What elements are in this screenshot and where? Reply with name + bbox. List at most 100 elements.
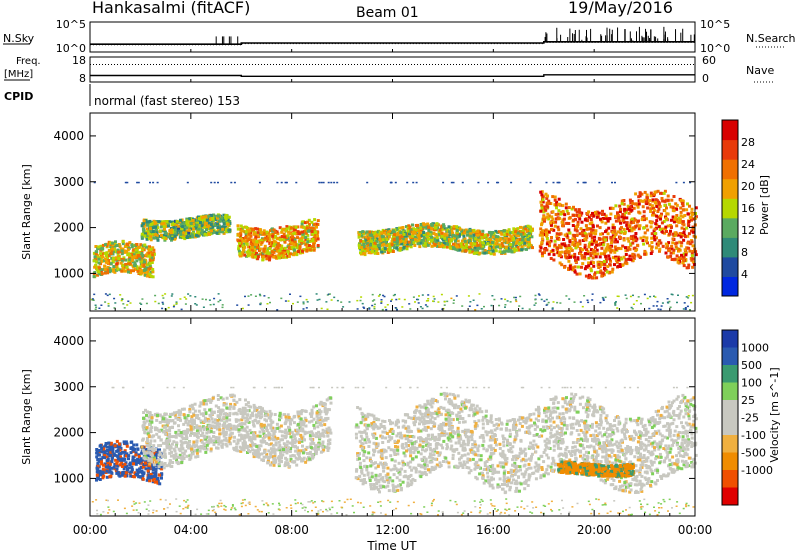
- range-cell: [614, 214, 618, 218]
- range-cell: [630, 306, 633, 309]
- range-cell: [561, 242, 565, 246]
- range-cell: [463, 231, 467, 235]
- range-cell: [155, 223, 159, 227]
- power-colorbar-tick: 24: [741, 158, 755, 171]
- range-cell: [417, 242, 421, 246]
- range-cell: [170, 435, 174, 439]
- range-cell: [617, 295, 620, 298]
- range-cell: [264, 254, 268, 258]
- range-cell: [579, 249, 583, 253]
- range-cell: [624, 294, 627, 296]
- range-cell: [586, 212, 589, 216]
- range-cell: [112, 267, 116, 271]
- range-cell: [267, 236, 271, 240]
- range-cell: [426, 243, 430, 247]
- range-cell: [434, 226, 438, 229]
- range-cell: [172, 221, 176, 225]
- range-cell: [151, 270, 155, 274]
- range-cell: [591, 214, 595, 218]
- range-cell: [620, 199, 624, 203]
- range-cell: [238, 241, 241, 245]
- range-cell: [100, 304, 103, 306]
- range-cell: [611, 223, 615, 227]
- range-cell: [131, 250, 135, 254]
- range-cell: [455, 229, 459, 233]
- range-cell: [604, 257, 608, 261]
- range-cell: [528, 234, 531, 238]
- range-cell: [574, 217, 578, 221]
- range-cell: [666, 298, 669, 300]
- range-cell: [152, 248, 156, 252]
- range-cell: [249, 248, 253, 252]
- range-cell: [356, 308, 359, 310]
- range-cell: [669, 205, 673, 209]
- range-cell: [186, 181, 189, 184]
- range-cell: [244, 295, 246, 298]
- range-cell: [99, 472, 103, 476]
- range-cell: [301, 249, 304, 253]
- range-cell: [690, 240, 694, 244]
- range-cell: [423, 240, 427, 244]
- range-cell: [177, 226, 181, 230]
- range-cell: [194, 233, 198, 237]
- range-cell: [652, 236, 656, 240]
- range-cell: [118, 458, 122, 462]
- range-cell: [453, 236, 456, 240]
- range-cell: [637, 210, 641, 214]
- range-cell: [95, 478, 98, 482]
- range-cell: [161, 307, 164, 310]
- range-cell: [150, 261, 154, 264]
- range-cell: [487, 251, 491, 254]
- range-cell: [284, 461, 288, 465]
- range-cell: [440, 293, 443, 296]
- range-cell: [604, 254, 608, 258]
- range-cell: [664, 225, 668, 229]
- range-cell: [469, 232, 473, 236]
- range-cell: [675, 247, 679, 250]
- range-cell: [403, 298, 406, 301]
- range-cell: [609, 206, 613, 210]
- range-cell: [161, 441, 165, 445]
- range-cell: [523, 241, 527, 245]
- range-cell: [629, 258, 633, 262]
- range-cell: [621, 219, 625, 223]
- range-cell: [680, 253, 683, 257]
- range-cell: [631, 226, 635, 230]
- y-tick-label: 4000: [53, 129, 84, 143]
- range-cell: [125, 442, 129, 446]
- range-cell: [119, 294, 122, 296]
- range-cell: [552, 253, 556, 257]
- range-cell: [572, 218, 576, 222]
- range-cell: [614, 302, 617, 304]
- range-cell: [660, 197, 664, 200]
- range-cell: [190, 445, 194, 449]
- freq-trace: [90, 64, 695, 77]
- range-cell: [364, 235, 368, 239]
- range-cell: [633, 225, 637, 229]
- range-cell: [161, 220, 165, 224]
- range-cell: [145, 237, 149, 241]
- range-cell: [674, 202, 678, 206]
- range-cell: [681, 204, 685, 208]
- range-cell: [306, 240, 310, 244]
- range-cell: [145, 274, 149, 278]
- range-cell: [207, 221, 211, 225]
- range-cell: [110, 460, 114, 464]
- range-cell: [663, 199, 667, 203]
- nsky-label: N.Sky: [3, 32, 35, 45]
- range-cell: [504, 298, 507, 301]
- range-cell: [681, 208, 685, 212]
- range-cell: [657, 225, 661, 229]
- range-cell: [489, 245, 493, 249]
- range-cell: [276, 181, 279, 184]
- range-cell: [620, 226, 623, 230]
- range-cell: [101, 467, 105, 471]
- range-cell: [147, 248, 151, 252]
- range-cell: [506, 246, 510, 250]
- range-cell: [649, 295, 652, 298]
- range-cell: [450, 181, 453, 184]
- range-cell: [442, 307, 445, 310]
- range-cell: [677, 233, 680, 237]
- range-cell: [472, 251, 476, 255]
- range-cell: [604, 260, 608, 264]
